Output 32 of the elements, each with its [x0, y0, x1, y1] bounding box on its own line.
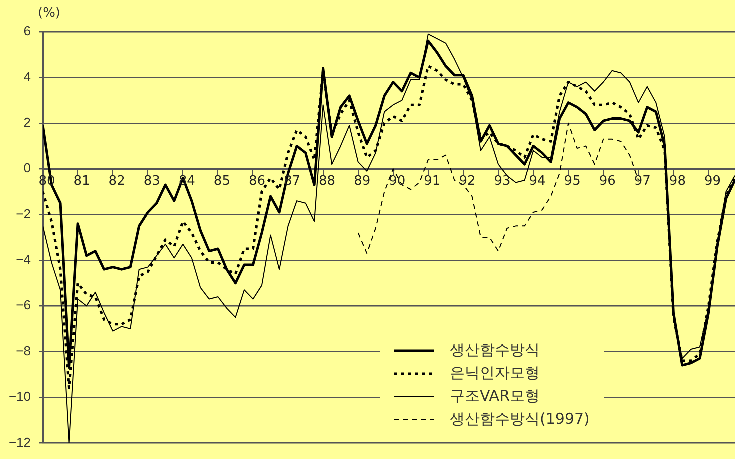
y-tick-label: −4 [16, 252, 31, 268]
x-tick-label: 96 [599, 174, 616, 189]
x-tick-label: 91 [424, 174, 441, 189]
y-tick-label: 2 [24, 114, 31, 130]
x-tick-label: 89 [354, 174, 371, 189]
x-tick-label: 88 [319, 174, 336, 189]
x-tick-label: 93 [494, 174, 511, 189]
y-tick-label: −8 [16, 343, 31, 358]
y-tick-label: −2 [16, 206, 31, 222]
x-tick-label: 97 [634, 174, 651, 189]
x-tick-label: 90 [389, 174, 406, 189]
x-tick-label: 85 [214, 174, 230, 189]
x-tick-label: 86 [248, 174, 266, 189]
legend-label: 구조VAR모형 [450, 387, 540, 406]
y-tick-label: −12 [8, 434, 31, 450]
legend-label: 생산함수방식 [450, 341, 540, 360]
x-tick-label: 95 [564, 174, 581, 189]
y-tick-label: 6 [24, 24, 31, 39]
x-tick-label: 81 [74, 174, 90, 189]
legend-label: 은닉인자모형 [450, 364, 540, 383]
x-tick-label: 94 [529, 174, 546, 189]
y-tick-label: −10 [8, 389, 31, 404]
y-tick-label: 0 [24, 160, 31, 176]
x-tick-label: 82 [108, 174, 126, 189]
x-tick-label: 92 [459, 174, 476, 189]
legend-label: 생산함수방식(1997) [450, 410, 590, 429]
y-axis-title: (%) [38, 6, 60, 21]
x-tick-label: 83 [144, 174, 160, 189]
x-tick-label: 99 [704, 174, 721, 189]
x-tick-label: 98 [669, 174, 686, 189]
y-tick-label: 4 [24, 69, 31, 84]
y-tick-label: −6 [16, 298, 31, 313]
